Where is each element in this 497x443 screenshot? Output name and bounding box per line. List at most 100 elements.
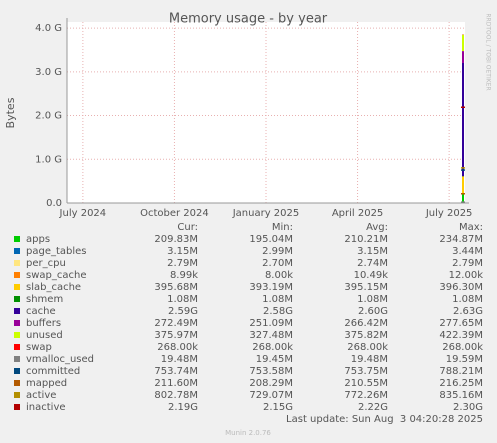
y-tick-label: 4.0 G xyxy=(35,23,62,34)
legend-value: 211.60M xyxy=(154,378,198,389)
legend-value: 1.08M xyxy=(262,294,293,305)
legend-value: 19.45M xyxy=(256,354,293,365)
legend-value: 210.21M xyxy=(344,234,388,245)
x-tick-label: July 2025 xyxy=(425,208,473,219)
legend-swatch xyxy=(14,248,20,254)
legend-value: 234.87M xyxy=(439,234,483,245)
legend-swatch xyxy=(14,332,20,338)
legend-name: per_cpu xyxy=(26,258,66,269)
side-label: RRDTOOL / TOBI OETIKER xyxy=(485,13,492,90)
legend-value: 2.22G xyxy=(358,402,388,413)
y-tick-label: 3.0 G xyxy=(35,67,62,78)
stack-segment xyxy=(462,51,464,63)
legend-name: apps xyxy=(26,234,50,245)
x-tick-label: January 2025 xyxy=(232,208,300,219)
column-header: Cur: xyxy=(177,222,198,233)
legend-value: 19.59M xyxy=(446,354,483,365)
legend-value: 3.15M xyxy=(167,246,198,257)
y-tick-label: 2.0 G xyxy=(35,111,62,122)
legend-value: 753.58M xyxy=(249,366,293,377)
stack-segment xyxy=(462,193,464,203)
legend-value: 2.59G xyxy=(168,306,198,317)
legend-name: slab_cache xyxy=(26,282,81,293)
legend-value: 2.79M xyxy=(452,258,483,269)
legend-value: 772.26M xyxy=(344,390,388,401)
legend-name: active xyxy=(26,390,56,401)
legend-value: 2.79M xyxy=(167,258,198,269)
legend-value: 3.44M xyxy=(452,246,483,257)
stack-segment xyxy=(462,34,464,52)
legend-swatch xyxy=(14,404,20,410)
stack-segment xyxy=(462,62,464,177)
legend-name: unused xyxy=(26,330,63,341)
legend-value: 2.19G xyxy=(168,402,198,413)
legend-value: 802.78M xyxy=(154,390,198,401)
legend-value: 19.48M xyxy=(351,354,388,365)
legend-value: 268.00k xyxy=(157,342,198,353)
legend-swatch xyxy=(14,320,20,326)
legend-value: 8.99k xyxy=(170,270,198,281)
legend-swatch xyxy=(14,296,20,302)
legend-value: 268.00k xyxy=(442,342,483,353)
legend-value: 2.74M xyxy=(357,258,388,269)
legend-value: 753.75M xyxy=(344,366,388,377)
legend-value: 2.99M xyxy=(262,246,293,257)
legend-swatch xyxy=(14,236,20,242)
legend-value: 1.08M xyxy=(167,294,198,305)
legend-value: 268.00k xyxy=(252,342,293,353)
legend-swatch xyxy=(14,356,20,362)
legend-value: 375.97M xyxy=(154,330,198,341)
legend-value: 395.15M xyxy=(344,282,388,293)
legend-value: 210.55M xyxy=(344,378,388,389)
x-tick-label: April 2025 xyxy=(332,208,383,219)
footer: Munin 2.0.76 xyxy=(225,429,271,437)
legend-value: 268.00k xyxy=(347,342,388,353)
legend-value: 375.82M xyxy=(344,330,388,341)
legend-value: 2.60G xyxy=(358,306,388,317)
legend-value: 396.30M xyxy=(439,282,483,293)
chart-title: Memory usage - by year xyxy=(169,12,328,27)
legend-name: committed xyxy=(26,366,80,377)
legend-value: 2.63G xyxy=(453,306,483,317)
column-header: Max: xyxy=(459,222,483,233)
legend-value: 266.42M xyxy=(344,318,388,329)
legend-value: 422.39M xyxy=(439,330,483,341)
y-tick-label: 0.0 xyxy=(46,198,62,209)
legend-name: page_tables xyxy=(26,246,87,257)
last-update: Last update: Sun Aug 3 04:20:28 2025 xyxy=(286,414,483,425)
legend-value: 729.07M xyxy=(249,390,293,401)
column-header: Avg: xyxy=(366,222,388,233)
legend-value: 1.08M xyxy=(357,294,388,305)
legend-value: 277.65M xyxy=(439,318,483,329)
legend-value: 216.25M xyxy=(439,378,483,389)
legend-value: 2.70M xyxy=(262,258,293,269)
legend-value: 2.15G xyxy=(263,402,293,413)
legend-value: 8.00k xyxy=(265,270,293,281)
legend-value: 195.04M xyxy=(249,234,293,245)
legend-swatch xyxy=(14,392,20,398)
legend-value: 1.08M xyxy=(452,294,483,305)
legend-value: 2.30G xyxy=(453,402,483,413)
x-tick-label: October 2024 xyxy=(140,208,209,219)
legend-name: cache xyxy=(26,306,56,317)
x-tick-label: July 2024 xyxy=(59,208,107,219)
legend-value: 788.21M xyxy=(439,366,483,377)
legend-value: 209.83M xyxy=(154,234,198,245)
legend-name: mapped xyxy=(26,378,67,389)
legend-swatch xyxy=(14,308,20,314)
legend-name: swap_cache xyxy=(26,270,86,281)
column-header: Min: xyxy=(272,222,293,233)
legend-name: swap xyxy=(26,342,52,353)
legend-value: 208.29M xyxy=(249,378,293,389)
legend-name: vmalloc_used xyxy=(26,354,94,365)
legend-name: shmem xyxy=(26,294,63,305)
legend-value: 835.16M xyxy=(439,390,483,401)
legend-value: 3.15M xyxy=(357,246,388,257)
legend-value: 10.49k xyxy=(354,270,389,281)
legend-swatch xyxy=(14,260,20,266)
legend-value: 393.19M xyxy=(249,282,293,293)
legend-name: inactive xyxy=(26,402,66,413)
y-tick-label: 1.0 G xyxy=(35,154,62,165)
legend-value: 19.48M xyxy=(161,354,198,365)
